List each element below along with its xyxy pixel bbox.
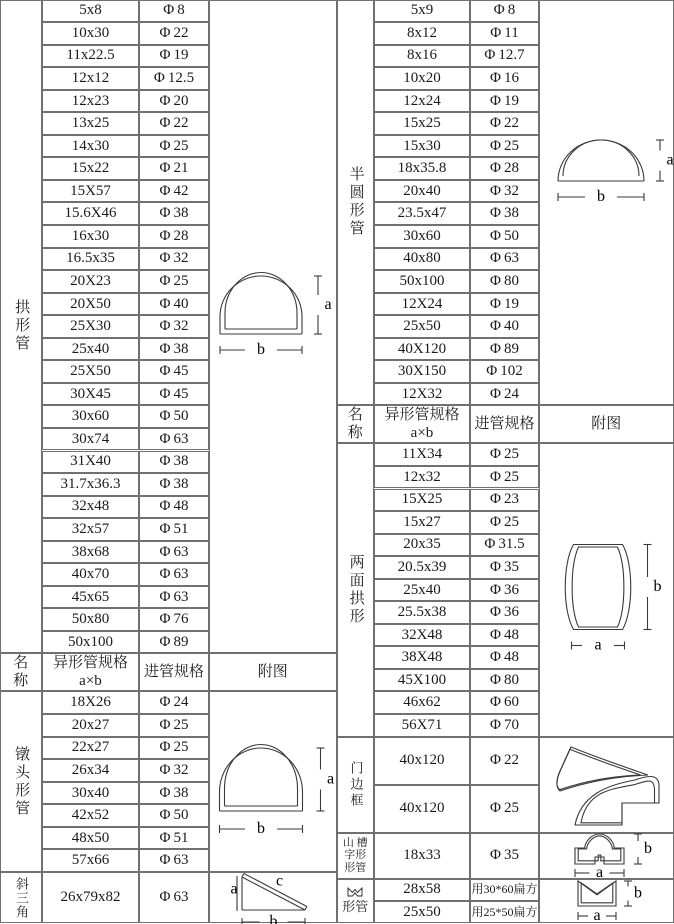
svg-text:a: a xyxy=(596,864,603,881)
svg-text:a: a xyxy=(327,771,334,788)
svg-text:b: b xyxy=(634,885,642,902)
svg-text:a: a xyxy=(593,907,600,924)
svg-text:b: b xyxy=(270,913,278,924)
svg-text:b: b xyxy=(597,188,605,205)
svg-text:a: a xyxy=(324,296,331,313)
svg-text:b: b xyxy=(644,840,652,857)
svg-text:b: b xyxy=(257,820,265,837)
svg-text:b: b xyxy=(257,341,265,358)
svg-text:a: a xyxy=(594,637,601,654)
svg-text:a: a xyxy=(666,152,673,169)
svg-text:b: b xyxy=(654,578,662,595)
svg-text:c: c xyxy=(276,873,283,890)
